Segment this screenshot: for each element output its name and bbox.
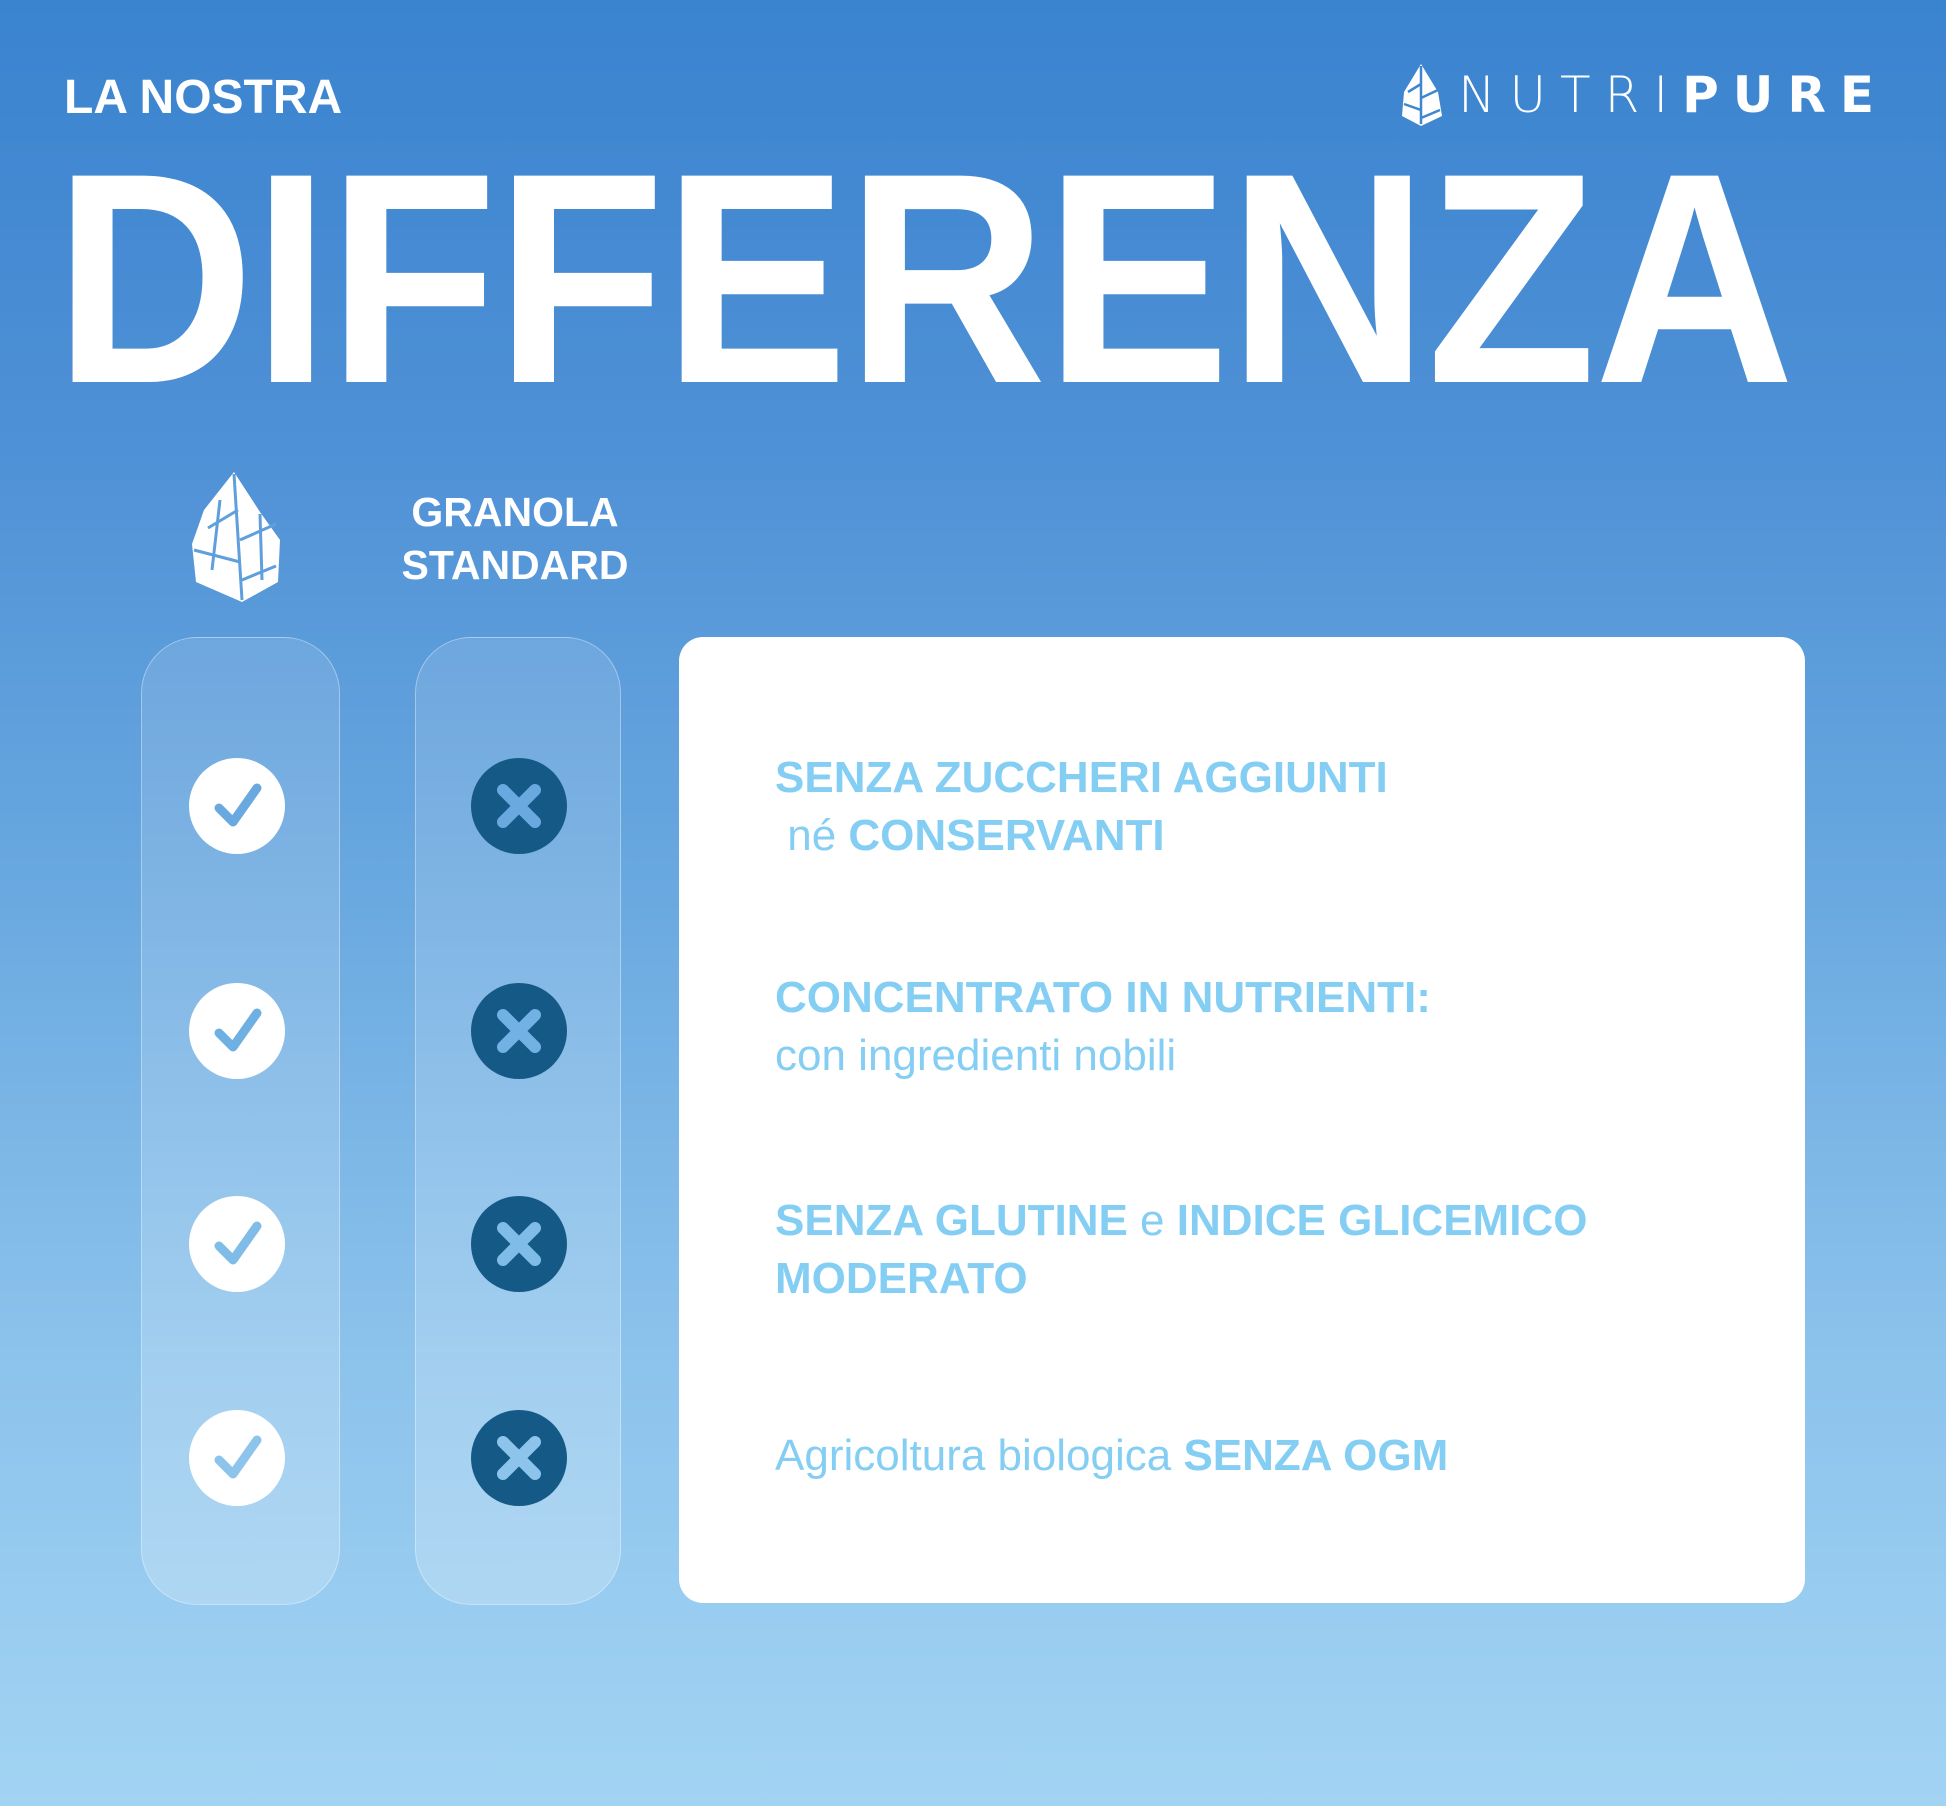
feature-bold: INDICE GLICEMICO (1176, 1196, 1588, 1245)
brand-name-light: NUTRI (1458, 66, 1683, 124)
cross-icon (471, 758, 567, 854)
feature-text: e (1127, 1196, 1177, 1245)
label-line: STANDARD (401, 542, 629, 588)
page-title: DIFFERENZA (54, 110, 1795, 446)
leaf-icon (192, 472, 280, 602)
cross-icon (471, 1196, 567, 1292)
feature-bold: CONCENTRATO IN NUTRIENTI: (775, 973, 1431, 1022)
feature-bold: SENZA GLUTINE (775, 1196, 1128, 1245)
check-icon (189, 758, 285, 854)
standard-granola-label: GRANOLA STANDARD (380, 486, 650, 592)
check-icon (189, 983, 285, 1079)
brand-logo: NUTRIPURE (1398, 62, 1888, 128)
feature-bold: MODERATO (775, 1254, 1028, 1303)
feature-text: Agricoltura biologica (775, 1431, 1184, 1480)
brand-name-bold: PURE (1682, 66, 1888, 124)
feature-item: CONCENTRATO IN NUTRIENTI: con ingredient… (775, 969, 1431, 1085)
feature-bold: SENZA ZUCCHERI AGGIUNTI (775, 753, 1388, 802)
feature-text: né (775, 811, 849, 860)
label-line: GRANOLA (411, 489, 619, 535)
feature-bold: SENZA OGM (1183, 1431, 1449, 1480)
cross-icon (471, 1410, 567, 1506)
feature-item: SENZA GLUTINE e INDICE GLICEMICO MODERAT… (775, 1192, 1587, 1308)
check-icon (189, 1196, 285, 1292)
feature-item: SENZA ZUCCHERI AGGIUNTI né CONSERVANTI (775, 749, 1388, 865)
standard-column (415, 637, 621, 1605)
feature-text: con ingredienti nobili (775, 1031, 1177, 1080)
nutripure-column (141, 637, 340, 1605)
cross-icon (471, 983, 567, 1079)
features-card: SENZA ZUCCHERI AGGIUNTI né CONSERVANTI C… (679, 637, 1805, 1603)
leaf-icon (1402, 64, 1443, 126)
kicker-text: LA NOSTRA (64, 71, 343, 124)
feature-bold: CONSERVANTI (848, 811, 1165, 860)
feature-item: Agricoltura biologica SENZA OGM (775, 1427, 1448, 1485)
check-icon (189, 1410, 285, 1506)
